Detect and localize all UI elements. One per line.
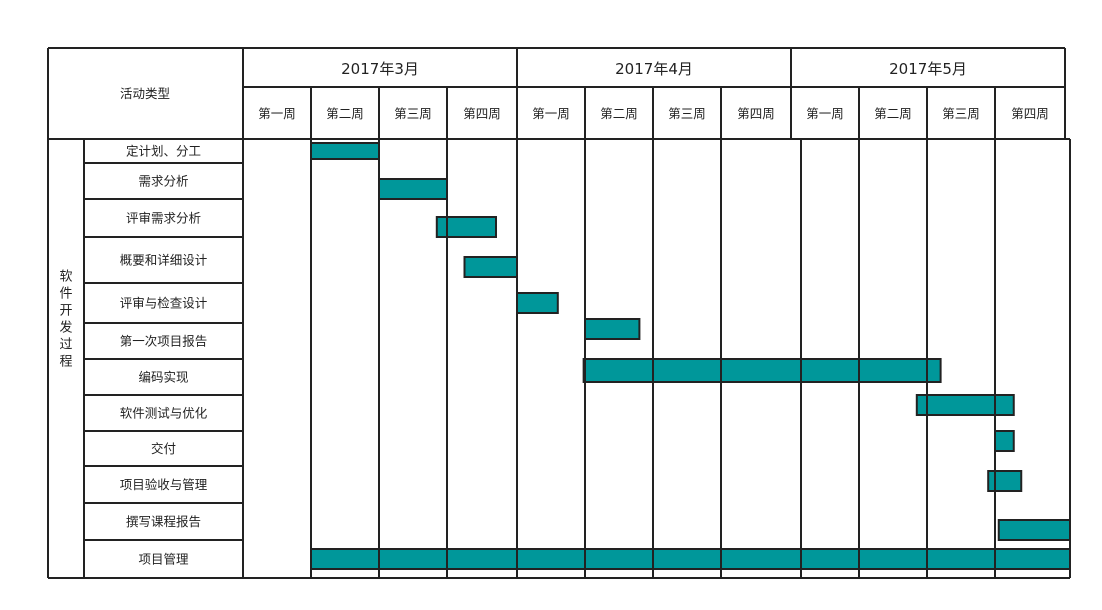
week-label: 第四周 [737,106,775,121]
week-label: 第三周 [668,106,706,121]
task-bar [994,430,1015,452]
task-bar [582,358,942,383]
activity-label: 第一次项目报告 [120,334,208,349]
activity-label: 交付 [151,441,176,456]
group-label-char: 程 [59,355,72,370]
week-label: 第二周 [600,106,638,121]
activity-label: 撰写课程报告 [126,514,201,529]
activity-label: 评审与检查设计 [120,296,208,311]
week-label: 第二周 [874,106,912,121]
activity-label: 定计划、分工 [126,144,201,159]
group-label-char: 过 [59,338,72,353]
task-bar [915,394,1015,416]
group-label-char: 件 [59,287,72,302]
group-label-char: 开 [59,304,72,319]
group-label-char: 发 [59,320,72,336]
week-label: 第四周 [463,106,501,121]
task-bar [987,470,1023,492]
task-bar [997,519,1071,541]
activity-type-header: 活动类型 [120,86,170,101]
activity-label: 项目验收与管理 [120,477,208,492]
activity-label: 评审需求分析 [126,211,201,226]
task-bar [463,256,518,278]
month-label: 2017年3月 [341,60,419,78]
activity-label: 需求分析 [138,174,188,189]
task-bar [516,292,559,314]
task-bar [435,216,497,238]
week-label: 第三周 [942,106,980,121]
week-label: 第三周 [394,106,432,121]
month-label: 2017年5月 [889,60,967,78]
week-label: 第一周 [258,106,296,121]
task-bar [310,142,380,160]
month-label: 2017年4月 [615,60,693,78]
task-bar [378,178,448,200]
week-label: 第一周 [532,106,570,121]
activity-label: 概要和详细设计 [120,253,208,268]
week-label: 第一周 [806,106,844,121]
group-label-char: 软 [59,270,72,285]
activity-label: 项目管理 [138,552,189,567]
task-bar [310,548,1071,570]
task-bar [584,318,641,340]
table-grid [47,47,1071,579]
week-label: 第四周 [1011,106,1049,121]
activity-label: 软件测试与优化 [120,406,208,421]
week-label: 第二周 [326,106,364,121]
activity-label: 编码实现 [138,370,188,385]
task-bars [310,142,1071,570]
